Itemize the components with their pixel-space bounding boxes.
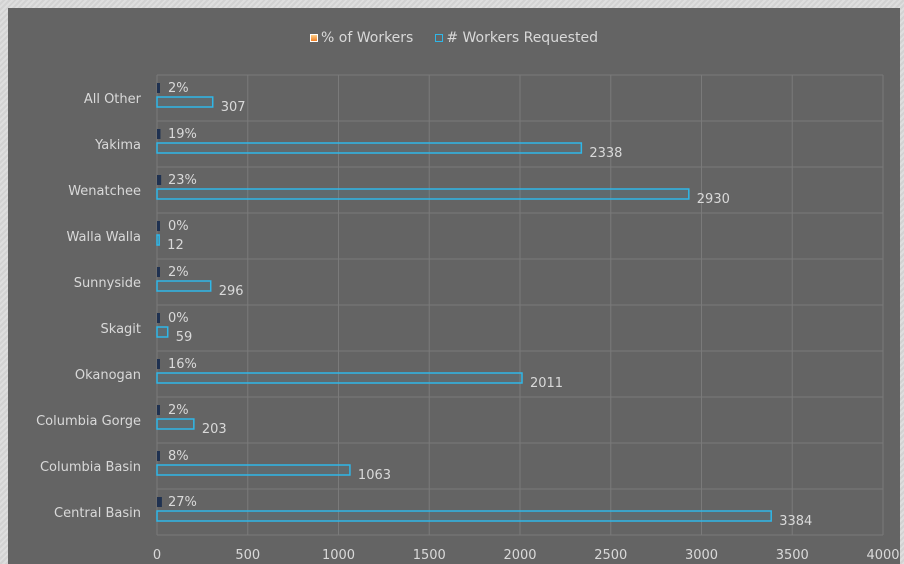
legend-label-percent: % of Workers [321, 30, 414, 46]
x-tick-label: 3000 [685, 548, 718, 563]
percent-data-label: 0% [168, 219, 189, 234]
requested-data-label: 2930 [697, 192, 730, 207]
percent-data-label: 23% [168, 173, 197, 188]
requested-bar [156, 510, 772, 522]
x-tick-label: 4000 [866, 548, 899, 563]
x-tick-label: 1500 [413, 548, 446, 563]
percent-bar [157, 451, 160, 461]
percent-bar [157, 405, 160, 415]
requested-bar [156, 372, 523, 384]
category-label: Okanogan [75, 368, 141, 383]
percent-data-label: 27% [168, 495, 197, 510]
legend-item-percent: % of Workers [310, 30, 413, 46]
requested-data-label: 1063 [358, 468, 391, 483]
percent-bar [157, 359, 160, 369]
x-tick-label: 0 [153, 548, 161, 563]
x-tick-label: 1000 [322, 548, 355, 563]
category-label: Sunnyside [74, 276, 141, 291]
requested-bar [156, 188, 690, 200]
legend-swatch-percent [310, 34, 319, 42]
percent-bar [157, 313, 160, 323]
category-label: Yakima [94, 138, 141, 153]
percent-bar [157, 175, 162, 185]
chart-area: % of Workers # Workers Requested 0 500 100… [8, 8, 900, 564]
requested-data-label: 296 [219, 284, 244, 299]
legend-item-requested: # Workers Requested [435, 30, 598, 46]
percent-bar [157, 221, 160, 231]
requested-bar [156, 142, 583, 154]
requested-bar [156, 234, 160, 246]
requested-data-label: 203 [202, 422, 227, 437]
requested-data-label: 3384 [779, 514, 812, 529]
requested-data-label: 307 [221, 100, 246, 115]
requested-bar [156, 326, 169, 338]
percent-data-label: 19% [168, 127, 197, 142]
percent-data-label: 0% [168, 311, 189, 326]
percent-data-label: 16% [168, 357, 197, 372]
x-tick-label: 2000 [503, 548, 536, 563]
requested-data-label: 2011 [530, 376, 563, 391]
requested-bar [156, 464, 351, 476]
percent-bar [157, 129, 161, 139]
category-label: Columbia Gorge [36, 414, 141, 429]
percent-data-label: 8% [168, 449, 189, 464]
requested-bar [156, 418, 195, 430]
requested-data-label: 2338 [589, 146, 622, 161]
category-label: Central Basin [54, 506, 141, 521]
percent-data-label: 2% [168, 265, 189, 280]
legend-swatch-requested [435, 34, 444, 42]
percent-data-label: 2% [168, 81, 189, 96]
percent-bar [157, 497, 162, 507]
requested-data-label: 12 [167, 238, 184, 253]
requested-data-label: 59 [176, 330, 193, 345]
legend-label-requested: # Workers Requested [446, 30, 598, 46]
percent-bar [157, 267, 160, 277]
category-label: Walla Walla [67, 230, 142, 245]
x-tick-label: 2500 [594, 548, 627, 563]
category-label: Wenatchee [68, 184, 141, 199]
legend: % of Workers # Workers Requested [8, 28, 900, 48]
x-tick-label: 500 [235, 548, 260, 563]
requested-bar [156, 96, 214, 108]
percent-data-label: 2% [168, 403, 189, 418]
category-label: All Other [84, 92, 142, 107]
bar-chart: 0 500 1000 1500 2000 2500 3000 3500 4000 All Othe… [36, 74, 900, 563]
category-label: Skagit [101, 322, 141, 337]
category-label: Columbia Basin [40, 460, 141, 475]
requested-bar [156, 280, 212, 292]
percent-bar [157, 83, 160, 93]
x-tick-label: 3500 [776, 548, 809, 563]
